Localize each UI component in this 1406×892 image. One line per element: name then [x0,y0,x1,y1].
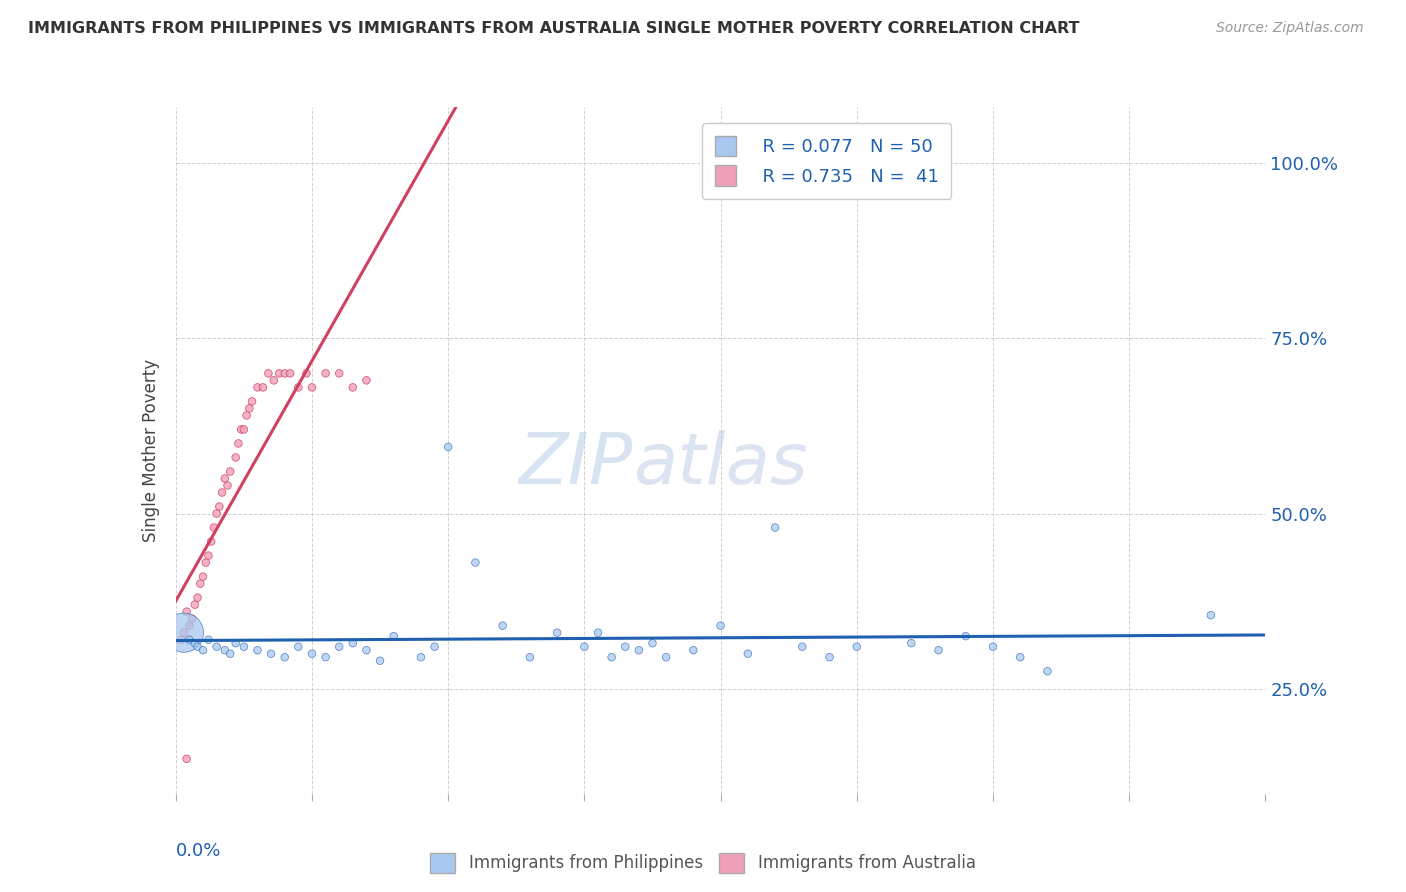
Point [194,556,217,570]
Point [197,632,219,647]
Point [437,440,460,454]
Point [928,643,950,657]
Point [176,605,198,619]
Point [287,380,309,394]
Point [257,367,280,381]
Point [356,373,378,387]
Point [263,373,285,387]
Point [368,654,391,668]
Point [214,471,236,485]
Point [188,576,211,591]
Point [600,650,623,665]
Point [1199,608,1222,623]
Point [682,643,704,657]
Point [614,640,637,654]
Point [818,650,841,665]
Legend:   R = 0.077   N = 50,   R = 0.735   N =  41: R = 0.077 N = 50, R = 0.735 N = 41 [702,123,952,199]
Point [202,520,225,534]
Point [356,643,378,657]
Point [214,643,236,657]
Point [301,380,323,394]
Point [328,640,350,654]
Point [260,647,283,661]
Point [200,534,222,549]
Point [328,367,350,381]
Point [315,367,337,381]
Point [179,632,201,647]
Point [246,380,269,394]
Point [274,367,297,381]
Point [179,618,201,632]
Point [574,640,596,654]
Point [235,409,257,423]
Point [423,640,446,654]
Point [287,640,309,654]
Point [225,636,247,650]
Point [1010,650,1032,665]
Point [211,485,233,500]
Point [274,650,297,665]
Point [225,450,247,465]
Legend: Immigrants from Philippines, Immigrants from Australia: Immigrants from Philippines, Immigrants … [423,847,983,880]
Point [900,636,922,650]
Point [342,636,364,650]
Point [1036,664,1059,679]
Point [231,422,253,436]
Point [278,367,301,381]
Point [269,367,291,381]
Point [792,640,814,654]
Point [492,618,515,632]
Point [382,629,405,643]
Point [228,436,250,450]
Point [586,625,609,640]
Point [519,650,541,665]
Point [232,640,254,654]
Point [710,618,733,632]
Point [176,752,198,766]
Point [464,556,486,570]
Text: 0.0%: 0.0% [176,842,221,860]
Point [219,647,242,661]
Point [409,650,432,665]
Point [655,650,678,665]
Point [170,632,193,647]
Point [627,643,650,657]
Point [217,478,239,492]
Text: Source: ZipAtlas.com: Source: ZipAtlas.com [1216,21,1364,35]
Point [173,625,195,640]
Point [252,380,274,394]
Point [295,367,318,381]
Point [246,643,269,657]
Point [238,401,260,416]
Point [342,380,364,394]
Point [232,422,254,436]
Point [186,591,209,605]
Point [955,629,977,643]
Point [181,612,204,626]
Point [737,647,759,661]
Point [763,520,786,534]
Point [205,640,228,654]
Text: atlas: atlas [633,430,808,499]
Point [191,569,214,583]
Point [205,507,228,521]
Point [186,640,209,654]
Text: IMMIGRANTS FROM PHILIPPINES VS IMMIGRANTS FROM AUSTRALIA SINGLE MOTHER POVERTY C: IMMIGRANTS FROM PHILIPPINES VS IMMIGRANT… [28,21,1080,36]
Point [197,549,219,563]
Point [845,640,868,654]
Point [981,640,1004,654]
Point [641,636,664,650]
Point [191,643,214,657]
Point [184,636,207,650]
Point [240,394,263,409]
Point [208,500,231,514]
Point [546,625,568,640]
Point [219,465,242,479]
Y-axis label: Single Mother Poverty: Single Mother Poverty [142,359,160,542]
Point [301,647,323,661]
Point [315,650,337,665]
Text: ZIP: ZIP [519,430,633,499]
Point [173,625,195,640]
Point [184,598,207,612]
